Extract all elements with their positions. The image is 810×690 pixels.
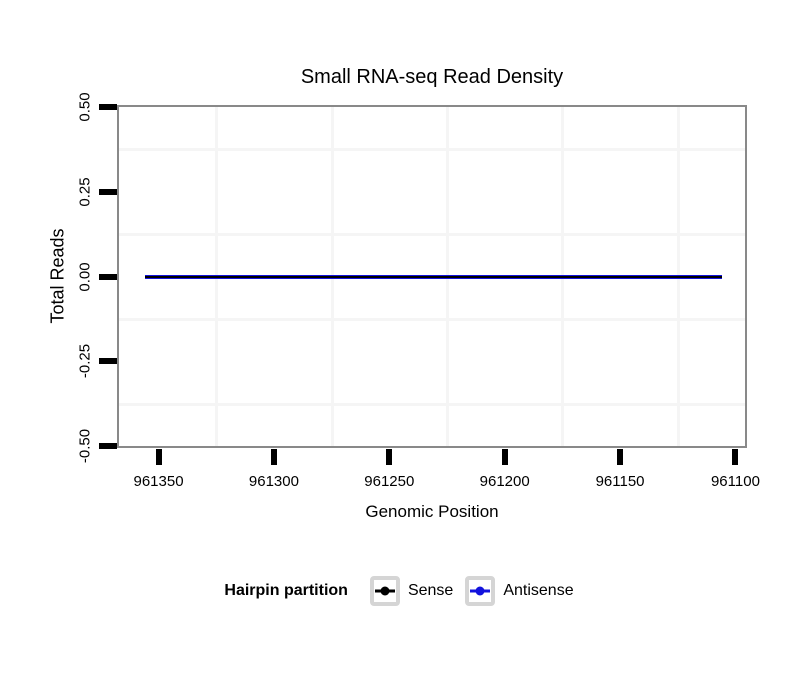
y-tick [99, 443, 117, 450]
series-line-sense [144, 275, 722, 278]
y-tick-label: 0.25 [76, 176, 94, 207]
legend: Hairpin partition Sense Antisense [0, 576, 810, 606]
x-tick [617, 449, 624, 465]
legend-label-sense: Sense [407, 582, 454, 599]
x-tick-label: 961300 [248, 473, 299, 490]
x-tick [386, 449, 393, 465]
y-tick [99, 188, 117, 195]
x-tick [270, 449, 277, 465]
y-tick-label: -0.25 [76, 344, 94, 379]
legend-title: Hairpin partition [224, 582, 348, 599]
x-tick-label: 961200 [479, 473, 530, 490]
antisense-line-key-icon [465, 576, 496, 606]
x-tick-label: 961150 [595, 473, 645, 490]
x-tick-label: 961100 [710, 473, 760, 490]
x-tick [155, 449, 162, 465]
minor-gridline-h [119, 233, 745, 237]
x-tick-label: 961250 [364, 473, 415, 490]
y-axis-title: Total Reads [47, 228, 68, 324]
minor-gridline-h [119, 317, 745, 321]
y-tick-label: 0.00 [76, 261, 94, 292]
sense-line-key-icon [369, 576, 400, 606]
plot-panel [117, 105, 747, 448]
x-tick-label: 961350 [133, 473, 184, 490]
y-tick [99, 273, 117, 280]
minor-gridline-h [119, 148, 745, 152]
y-tick-label: 0.50 [76, 92, 94, 122]
y-tick [99, 103, 117, 110]
y-tick [99, 358, 117, 365]
x-tick [732, 449, 739, 465]
x-tick [501, 449, 508, 465]
chart-title: Small RNA-seq Read Density [300, 66, 564, 88]
legend-label-antisense: Antisense [503, 582, 574, 599]
y-tick-label: -0.50 [76, 429, 94, 464]
x-axis-title: Genomic Position [365, 502, 499, 521]
legend-item-antisense: Antisense [465, 576, 574, 606]
minor-gridline-h [119, 402, 745, 406]
legend-item-sense: Sense [369, 576, 454, 606]
